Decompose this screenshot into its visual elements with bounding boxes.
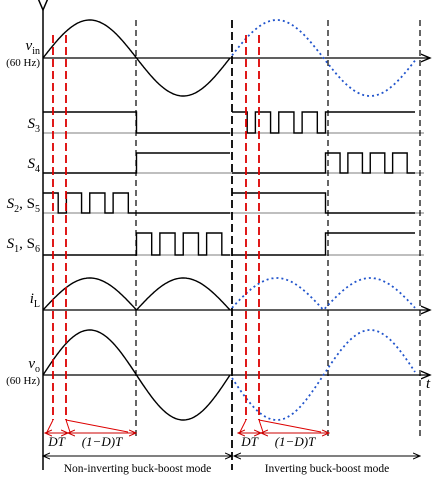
signal-label: S1, S6 bbox=[7, 236, 40, 255]
waveform bbox=[231, 19, 416, 97]
signal-label: S2, S5 bbox=[7, 196, 40, 215]
label-subscript: o bbox=[35, 364, 40, 375]
label-subscript: L bbox=[34, 299, 40, 310]
label-main: , S bbox=[19, 236, 35, 252]
signal-labels: DT (1−D)T DT (1−D)T Non-inverting buck-boost… bbox=[6, 38, 431, 475]
label-main: S bbox=[7, 196, 15, 212]
duty-label: DT bbox=[47, 434, 65, 449]
waveform bbox=[42, 329, 231, 421]
signal-label: iL bbox=[30, 291, 40, 310]
label-subscript: in bbox=[32, 46, 40, 57]
label-main: S bbox=[28, 116, 36, 132]
switch-signal bbox=[43, 152, 230, 174]
label-subscript: 4 bbox=[35, 164, 40, 175]
waveforms bbox=[42, 19, 430, 456]
waveform bbox=[231, 277, 416, 311]
label-subscript: 1 bbox=[14, 244, 19, 255]
label-main: , S bbox=[19, 196, 35, 212]
waveform bbox=[231, 329, 416, 421]
mode-label: Non-inverting buck-boost mode bbox=[64, 463, 212, 475]
waveform bbox=[42, 277, 231, 311]
signal-label: vo bbox=[28, 356, 40, 375]
switch-signal bbox=[43, 232, 230, 256]
label-main: S bbox=[7, 236, 15, 252]
signal-note: (60 Hz) bbox=[6, 57, 40, 69]
label-main: i bbox=[30, 291, 34, 307]
signal-label: S3 bbox=[28, 116, 41, 135]
label-subscript: 2 bbox=[14, 204, 19, 215]
label-main: v bbox=[28, 356, 35, 372]
mode-label: Inverting buck-boost mode bbox=[265, 463, 390, 475]
signal-note: (60 Hz) bbox=[6, 375, 40, 387]
off-label: (1−D)T bbox=[82, 434, 123, 449]
label-subscript: 5 bbox=[35, 204, 40, 215]
signal-label: vin bbox=[26, 38, 40, 57]
zoom-lines bbox=[46, 419, 129, 433]
duty-label: DT bbox=[240, 434, 258, 449]
signal-label: S4 bbox=[28, 156, 41, 175]
label-subscript: 6 bbox=[35, 244, 40, 255]
time-label: t bbox=[426, 376, 431, 392]
label-main: S bbox=[28, 156, 36, 172]
off-label: (1−D)T bbox=[275, 434, 316, 449]
label-subscript: 3 bbox=[35, 124, 40, 135]
zoom-lines bbox=[239, 419, 322, 433]
waveform bbox=[42, 19, 231, 97]
switch-signal bbox=[43, 111, 230, 134]
label-main: v bbox=[26, 38, 33, 54]
